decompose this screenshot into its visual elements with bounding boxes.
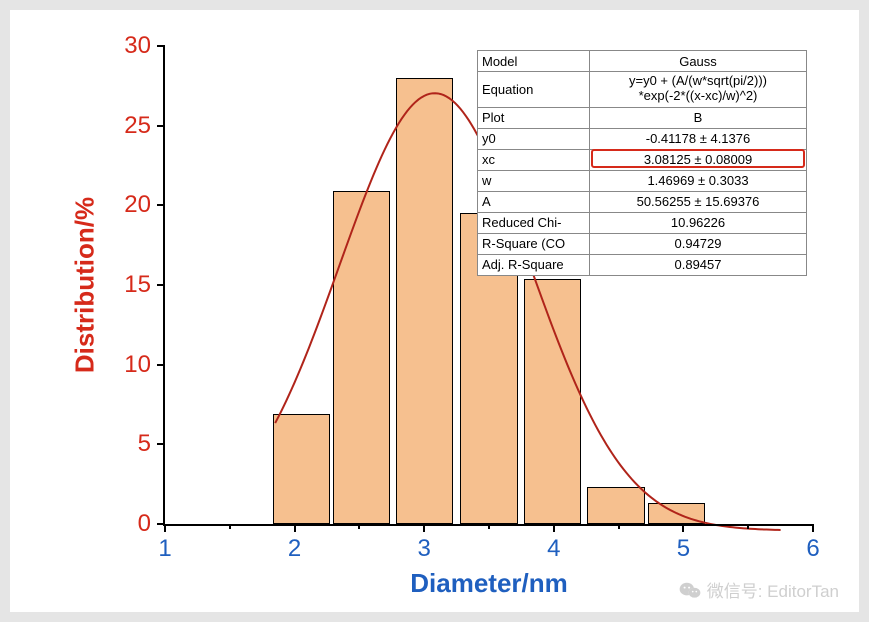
y-tick	[157, 523, 165, 525]
x-minor-tick	[229, 524, 231, 529]
histogram-bar	[273, 414, 330, 524]
y-tick-label: 20	[117, 191, 151, 219]
table-row: R-Square (CO0.94729	[478, 233, 807, 254]
table-row: w1.46969 ± 0.3033	[478, 170, 807, 191]
y-tick	[157, 45, 165, 47]
y-tick	[157, 364, 165, 366]
y-tick-label: 30	[117, 32, 151, 60]
histogram-bar	[648, 503, 705, 524]
x-tick-label: 2	[288, 535, 301, 563]
table-row: xc3.08125 ± 0.08009	[478, 149, 807, 170]
y-tick-label: 15	[117, 271, 151, 299]
x-tick-label: 4	[547, 535, 560, 563]
histogram-bar	[587, 487, 644, 524]
x-tick-label: 1	[158, 535, 171, 563]
value-cell: 50.56255 ± 15.69376	[590, 191, 807, 212]
param-cell: xc	[478, 149, 590, 170]
y-tick	[157, 125, 165, 127]
value-cell: 0.94729	[590, 233, 807, 254]
param-cell: A	[478, 191, 590, 212]
wechat-icon	[679, 581, 701, 599]
histogram-bar	[524, 279, 581, 524]
y-tick-label: 0	[117, 510, 151, 538]
table-row: Reduced Chi-10.96226	[478, 212, 807, 233]
value-cell: -0.41178 ± 4.1376	[590, 128, 807, 149]
param-cell: Plot	[478, 107, 590, 128]
value-cell: 10.96226	[590, 212, 807, 233]
x-minor-tick	[618, 524, 620, 529]
y-tick-label: 5	[117, 430, 151, 458]
table-row: y0-0.41178 ± 4.1376	[478, 128, 807, 149]
watermark-text: 微信号: EditorTan	[707, 577, 839, 602]
chart-panel: 1 2 3 4 5 6 0 5 10 15 20 25 30 Diameter/nm Distributio…	[10, 10, 859, 612]
x-tick-label: 3	[418, 535, 431, 563]
histogram-bar	[396, 78, 453, 524]
y-tick	[157, 204, 165, 206]
value-cell: 1.46969 ± 0.3033	[590, 170, 807, 191]
x-minor-tick	[747, 524, 749, 529]
fit-results-table: ModelGaussEquationy=y0 + (A/(w*sqrt(pi/2…	[477, 50, 807, 276]
table-row: Adj. R-Square0.89457	[478, 254, 807, 275]
x-tick	[164, 524, 166, 532]
x-minor-tick	[358, 524, 360, 529]
value-cell: 0.89457	[590, 254, 807, 275]
table-row: PlotB	[478, 107, 807, 128]
param-cell: Model	[478, 51, 590, 72]
x-tick-label: 6	[806, 535, 819, 563]
param-cell: Equation	[478, 72, 590, 108]
table-row: Equationy=y0 + (A/(w*sqrt(pi/2)))*exp(-2…	[478, 72, 807, 108]
param-cell: R-Square (CO	[478, 233, 590, 254]
y-tick-label: 25	[117, 112, 151, 140]
x-minor-tick	[488, 524, 490, 529]
x-axis-title: Diameter/nm	[410, 568, 568, 599]
x-tick	[553, 524, 555, 532]
x-tick	[812, 524, 814, 532]
y-tick-label: 10	[117, 351, 151, 379]
value-cell: B	[590, 107, 807, 128]
x-tick	[682, 524, 684, 532]
y-axis-line	[163, 46, 165, 526]
x-tick	[423, 524, 425, 532]
param-cell: y0	[478, 128, 590, 149]
y-axis-title: Distribution/%	[70, 197, 101, 373]
x-tick	[294, 524, 296, 532]
chart-area: 1 2 3 4 5 6 0 5 10 15 20 25 30 Diameter/nm Distributio…	[10, 10, 859, 612]
y-tick	[157, 284, 165, 286]
value-cell: 3.08125 ± 0.08009	[590, 149, 807, 170]
value-cell: y=y0 + (A/(w*sqrt(pi/2)))*exp(-2*((x-xc)…	[590, 72, 807, 108]
param-cell: w	[478, 170, 590, 191]
table-row: A50.56255 ± 15.69376	[478, 191, 807, 212]
histogram-bar	[333, 191, 390, 524]
param-cell: Reduced Chi-	[478, 212, 590, 233]
x-tick-label: 5	[677, 535, 690, 563]
y-tick	[157, 443, 165, 445]
watermark: 微信号: EditorTan	[679, 577, 839, 602]
table-row: ModelGauss	[478, 51, 807, 72]
value-cell: Gauss	[590, 51, 807, 72]
param-cell: Adj. R-Square	[478, 254, 590, 275]
